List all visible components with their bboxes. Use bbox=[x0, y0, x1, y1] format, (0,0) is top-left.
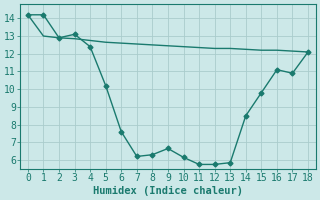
X-axis label: Humidex (Indice chaleur): Humidex (Indice chaleur) bbox=[93, 186, 243, 196]
